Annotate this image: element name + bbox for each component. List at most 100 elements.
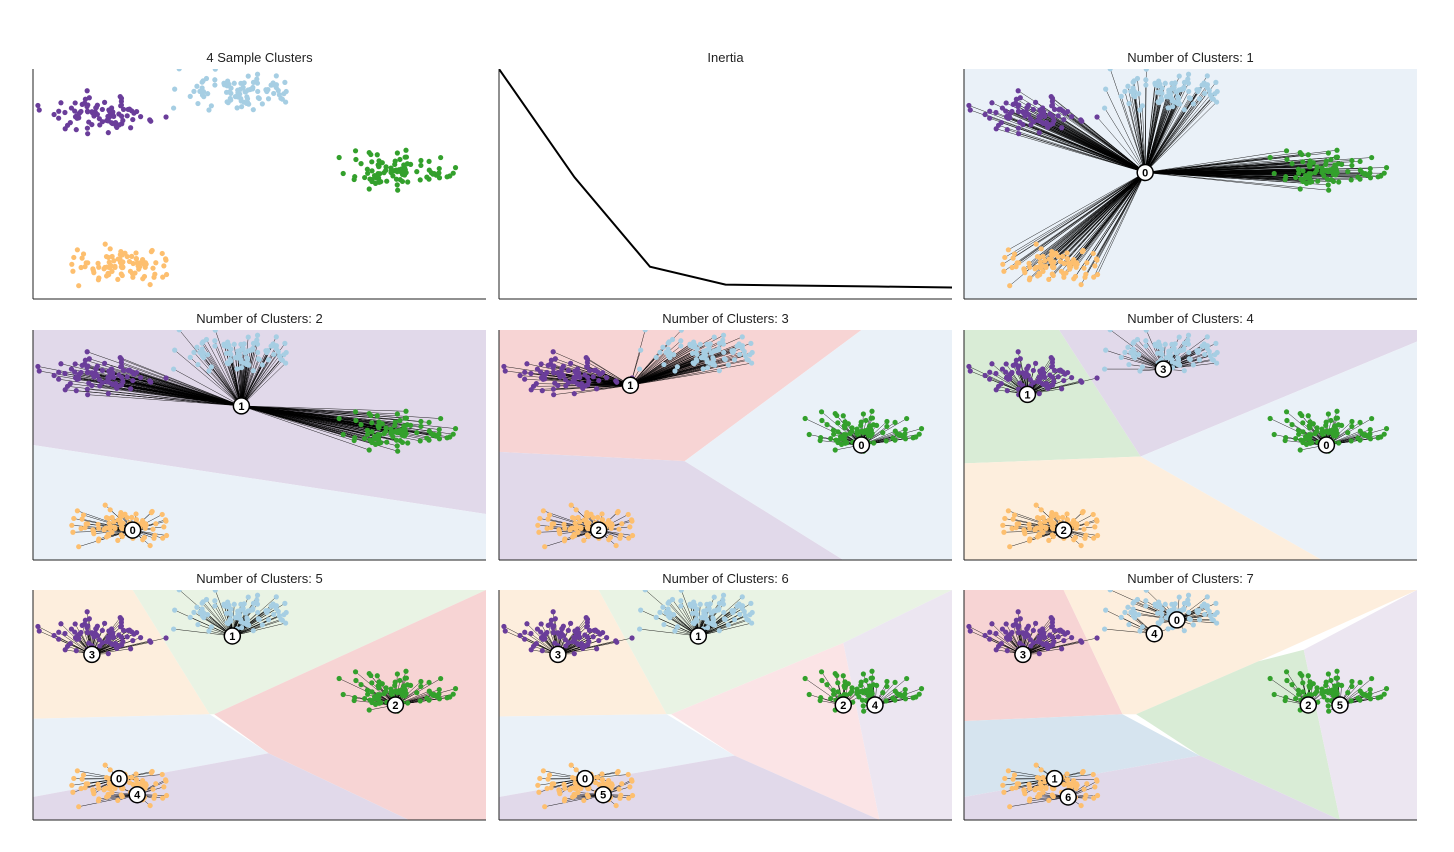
data-point [568,620,574,626]
data-point [546,512,553,518]
data-point [1067,266,1073,272]
cluster-center-3: 3 [549,645,567,664]
assignment-line [241,405,370,451]
center-marker [1054,521,1073,539]
cluster-center-1: 1 [232,397,251,415]
data-point [1102,105,1108,111]
panel-4: Number of Clusters: 210 [32,311,486,561]
data-point [1016,109,1022,115]
data-point [72,108,78,114]
assignment-line [1144,93,1163,173]
data-point [1003,108,1009,114]
data-point [672,628,678,634]
data-point [528,370,534,377]
assignment-line [241,405,373,433]
data-point [1001,529,1007,535]
data-point [1061,274,1067,280]
data-point [1003,361,1009,367]
data-point [1349,423,1355,430]
data-point [241,620,247,626]
data-point [854,429,860,435]
data-point [1002,515,1008,522]
data-point [545,622,551,628]
data-point [159,511,165,518]
data-point [722,356,728,363]
center-label: 2 [1061,525,1067,537]
assignment-line [241,405,356,413]
assignment-line [1144,79,1147,173]
assignment-line [232,596,277,637]
data-point [1048,512,1054,519]
data-point [1004,113,1011,119]
data-point [1057,367,1064,373]
data-point [371,433,378,440]
data-point [1103,86,1109,92]
data-point [860,671,866,677]
data-point [550,386,556,392]
data-point [1130,346,1136,352]
data-point [1163,355,1170,361]
data-point [244,355,250,361]
data-point [565,380,572,386]
data-point [163,271,170,278]
data-point [1047,372,1053,378]
data-point [1062,110,1068,116]
data-point [191,88,197,94]
data-point [561,521,567,527]
data-point [540,508,546,514]
data-point [704,617,710,623]
data-point [967,368,973,374]
data-point [720,332,727,338]
data-point [358,161,364,167]
data-point [231,601,237,607]
data-point [1039,381,1046,387]
data-point [737,351,743,358]
data-point [556,788,562,794]
data-point [517,372,523,379]
data-point [245,334,251,340]
data-point [1016,370,1022,376]
assignment-line [241,360,283,407]
data-point [1030,367,1036,374]
data-point [1383,426,1390,432]
data-point [545,516,551,522]
data-point [861,708,867,714]
region-3 [1303,590,1417,820]
data-point [1047,111,1053,117]
data-point [147,117,153,123]
data-point [982,111,988,118]
assignment-line [215,330,242,406]
data-point [705,365,711,371]
data-point [711,334,717,340]
data-point [86,95,92,101]
assignment-line [698,614,751,637]
data-point [987,369,993,375]
data-point [430,692,436,698]
data-point [1004,374,1011,380]
data-point [234,366,240,372]
data-point [362,174,368,181]
data-point [1046,517,1052,523]
data-point [70,789,76,795]
center-label: 5 [600,790,606,802]
data-point [388,429,394,435]
data-point [153,260,159,266]
data-point [1323,422,1329,429]
data-point [160,795,166,801]
data-point [884,418,890,425]
data-point [618,532,624,538]
data-point [1015,349,1021,355]
data-point [152,271,158,277]
data-point [883,438,889,444]
assignment-line [1067,172,1146,259]
data-point [596,781,602,788]
data-point [383,167,389,174]
data-point [73,127,79,133]
data-point [160,535,166,541]
data-point [352,669,359,675]
data-point [153,521,159,527]
assignment-line [861,433,920,446]
assignment-line [1144,103,1194,173]
assignment-line [1110,330,1164,370]
data-point [353,417,359,424]
